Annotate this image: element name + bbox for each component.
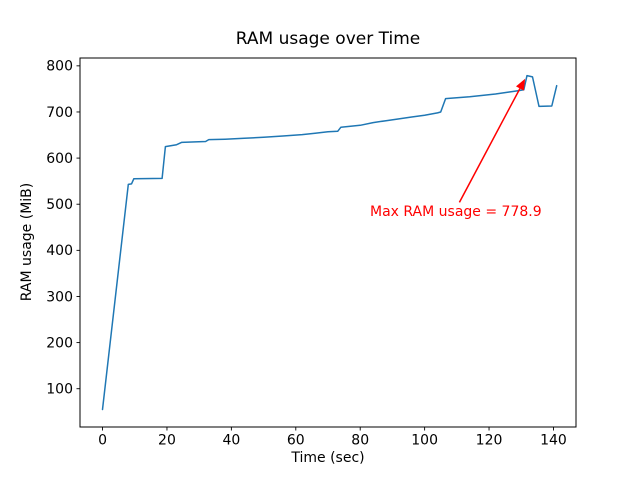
y-tick-label: 500 (46, 197, 73, 213)
ram-usage-line (101, 74, 558, 411)
y-tick-label: 400 (46, 243, 73, 259)
annotation-arrowhead (516, 78, 526, 91)
annotation-arrow-line (458, 88, 521, 203)
chart-title: RAM usage over Time (235, 29, 421, 49)
x-axis-label: Time (sec) (291, 450, 365, 466)
y-tick-label: 300 (46, 289, 73, 305)
x-tick-label: 140 (540, 433, 567, 449)
y-tick-label: 800 (46, 59, 73, 75)
y-tick-label: 600 (46, 151, 73, 167)
y-tick-label: 100 (46, 382, 73, 398)
annotation-text: Max RAM usage = 778.9 (370, 204, 542, 220)
x-tick-label: 80 (351, 433, 369, 449)
x-tick-label: 0 (98, 433, 107, 449)
x-tick-label: 20 (158, 433, 176, 449)
axes-border (79, 57, 577, 428)
x-tick-label: 120 (476, 433, 503, 449)
x-tick-label: 60 (287, 433, 305, 449)
y-tick-label: 200 (46, 335, 73, 351)
x-tick-label: 40 (222, 433, 240, 449)
x-tick-label: 100 (411, 433, 438, 449)
y-axis-label: RAM usage (MiB) (19, 182, 35, 302)
y-tick-label: 700 (46, 105, 73, 121)
